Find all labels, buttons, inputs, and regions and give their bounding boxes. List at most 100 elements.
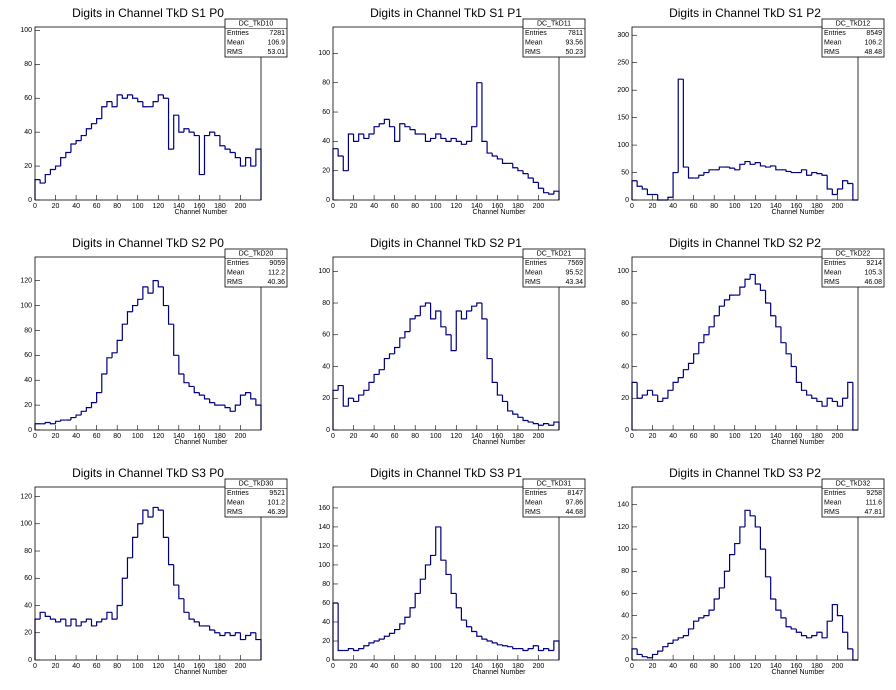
y-tick-label: 60 bbox=[322, 109, 330, 116]
x-tick-label: 60 bbox=[391, 203, 399, 210]
histogram-bin bbox=[90, 402, 97, 408]
x-tick-label: 80 bbox=[411, 433, 419, 440]
histogram-bin bbox=[178, 355, 184, 375]
histogram-bin bbox=[780, 326, 787, 344]
histogram-bin bbox=[764, 549, 771, 578]
histogram-bin bbox=[795, 366, 802, 383]
stats-title: DC_TkD32 bbox=[836, 481, 871, 488]
histogram-bin bbox=[749, 510, 756, 517]
x-tick-label: 100 bbox=[430, 433, 442, 440]
histogram-bin bbox=[152, 506, 159, 517]
histogram-panel: Digits in Channel TkD S3 P2 0 20 40 60 80 100 1… bbox=[617, 466, 885, 676]
x-tick-label: 140 bbox=[173, 203, 185, 210]
x-tick-label: 140 bbox=[770, 663, 782, 670]
x-tick-label: 100 bbox=[132, 663, 144, 670]
y-tick-label: 100 bbox=[617, 142, 629, 149]
x-tick-label: 140 bbox=[770, 433, 782, 440]
x-tick-label: 80 bbox=[113, 433, 121, 440]
histogram-bin bbox=[522, 417, 529, 422]
histogram-bin bbox=[214, 132, 220, 137]
histogram-bin bbox=[342, 156, 349, 172]
histogram-bin bbox=[445, 138, 452, 142]
y-tick-label: 100 bbox=[20, 521, 32, 528]
histogram-bin bbox=[486, 639, 493, 642]
y-tick-label: 80 bbox=[621, 300, 629, 307]
stats-value: 7281 bbox=[269, 30, 285, 37]
histogram-bin bbox=[718, 166, 725, 170]
y-tick-label: 100 bbox=[318, 50, 330, 57]
histogram-bin bbox=[445, 326, 452, 336]
histogram-bin bbox=[651, 390, 658, 396]
histogram-bin bbox=[481, 303, 488, 320]
x-tick-label: 80 bbox=[710, 433, 718, 440]
histogram-bin bbox=[383, 635, 390, 640]
x-tick-label: 140 bbox=[173, 433, 185, 440]
y-tick-label: 40 bbox=[322, 138, 330, 145]
histogram-bin bbox=[157, 280, 164, 288]
histogram-bin bbox=[687, 628, 694, 636]
histogram-bin bbox=[553, 640, 560, 660]
stats-label: Mean bbox=[227, 500, 245, 507]
histogram-bin bbox=[178, 585, 184, 600]
chart-title: Digits in Channel TkD S1 P0 bbox=[72, 6, 224, 20]
chart-title: Digits in Channel TkD S2 P2 bbox=[669, 236, 821, 250]
histogram-bin bbox=[770, 576, 776, 600]
x-tick-label: 20 bbox=[350, 203, 358, 210]
histogram-bin bbox=[193, 619, 200, 623]
histogram-bin bbox=[229, 407, 236, 412]
y-tick-label: 50 bbox=[621, 169, 629, 176]
histogram-bin bbox=[96, 392, 102, 403]
stats-value: 7811 bbox=[568, 30, 583, 37]
plot-frame bbox=[34, 256, 262, 431]
stats-value: 106.9 bbox=[267, 40, 285, 47]
y-tick-label: 120 bbox=[617, 524, 629, 531]
histogram-bin bbox=[85, 128, 92, 136]
histogram-bin bbox=[631, 180, 638, 200]
histogram-bin bbox=[106, 611, 113, 620]
histogram-bin bbox=[657, 395, 663, 403]
histogram-bin bbox=[198, 392, 205, 396]
histogram-bin bbox=[542, 423, 549, 426]
histogram-bin bbox=[532, 422, 539, 425]
histogram-bin bbox=[657, 194, 663, 201]
histogram-bin bbox=[455, 593, 462, 609]
y-tick-label: 40 bbox=[24, 602, 32, 609]
stats-label: Entries bbox=[824, 260, 846, 267]
histogram-bin bbox=[111, 612, 118, 620]
plot-frame bbox=[631, 256, 859, 431]
histogram-bin bbox=[137, 98, 143, 103]
stats-value: 44.68 bbox=[565, 509, 583, 516]
histogram-bin bbox=[363, 389, 369, 396]
histogram-bin bbox=[96, 621, 102, 626]
stats-value: 40.36 bbox=[267, 279, 285, 286]
histogram-bin bbox=[548, 648, 554, 652]
histogram-bin bbox=[816, 398, 823, 403]
chart-title: Digits in Channel TkD S3 P0 bbox=[72, 466, 224, 480]
y-tick-label: 100 bbox=[20, 302, 32, 309]
x-tick-label: 40 bbox=[370, 203, 378, 210]
histogram-bin bbox=[373, 373, 380, 383]
x-tick-label: 160 bbox=[194, 203, 206, 210]
histogram-bin bbox=[841, 180, 848, 190]
histogram-bin bbox=[435, 310, 441, 319]
histogram-bin bbox=[121, 577, 128, 606]
histogram-bin bbox=[785, 342, 792, 355]
histogram-bin bbox=[754, 162, 761, 165]
histogram-bin bbox=[527, 647, 534, 651]
stats-label: RMS bbox=[824, 279, 840, 286]
histogram-bin bbox=[662, 646, 668, 652]
histogram-bin bbox=[224, 145, 231, 150]
y-tick-label: 60 bbox=[621, 332, 629, 339]
histogram-bin bbox=[677, 377, 684, 383]
histogram-bin bbox=[836, 188, 843, 195]
x-axis-label: Channel Number bbox=[175, 209, 229, 216]
histogram-bin bbox=[708, 326, 715, 335]
x-tick-label: 100 bbox=[132, 203, 144, 210]
histogram-bin bbox=[352, 648, 359, 652]
plot-frame bbox=[34, 26, 262, 201]
histogram-bin bbox=[142, 286, 148, 300]
histogram-bin bbox=[332, 389, 339, 430]
x-tick-label: 180 bbox=[214, 203, 226, 210]
x-tick-label: 40 bbox=[370, 433, 378, 440]
stats-label: RMS bbox=[525, 509, 541, 516]
